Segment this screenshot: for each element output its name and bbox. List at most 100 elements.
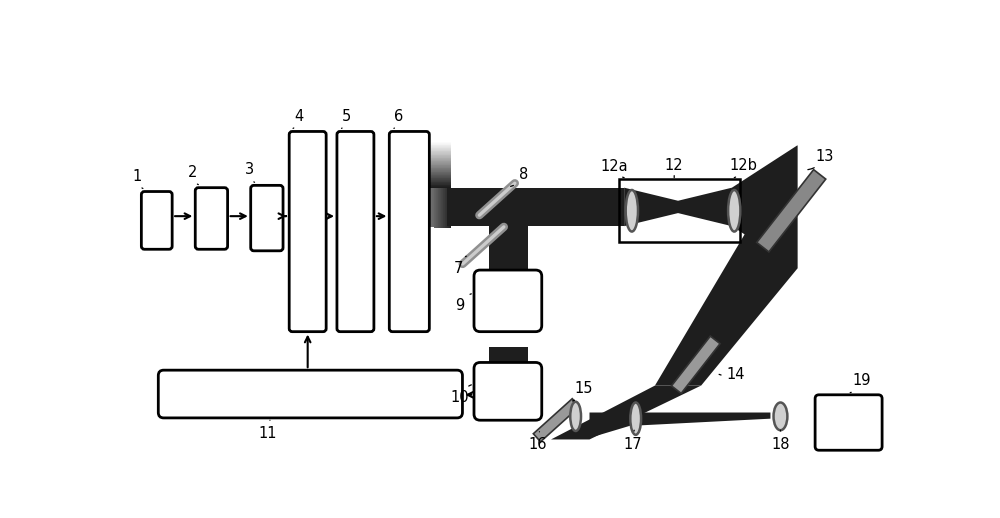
Text: 2: 2 xyxy=(187,165,198,184)
Bar xyxy=(405,151,451,152)
Bar xyxy=(420,187,421,227)
Polygon shape xyxy=(671,336,720,394)
Bar xyxy=(415,187,416,227)
Bar xyxy=(450,186,451,228)
Bar xyxy=(418,187,419,227)
Bar xyxy=(405,144,451,145)
Bar xyxy=(425,186,426,227)
Bar xyxy=(405,170,451,171)
Bar xyxy=(416,187,417,227)
Bar xyxy=(450,186,451,228)
Bar xyxy=(399,188,400,226)
Bar xyxy=(401,188,402,226)
Bar xyxy=(405,150,451,151)
Bar xyxy=(398,188,399,226)
Bar xyxy=(405,159,451,160)
Text: 12: 12 xyxy=(665,158,684,178)
Bar xyxy=(434,186,435,227)
Bar xyxy=(416,187,417,227)
Bar xyxy=(405,155,451,156)
Bar xyxy=(405,169,451,170)
Polygon shape xyxy=(636,412,770,426)
Text: 10: 10 xyxy=(451,385,471,406)
Bar xyxy=(405,185,451,186)
Polygon shape xyxy=(624,188,732,226)
Bar xyxy=(405,159,451,160)
Text: 16: 16 xyxy=(529,432,547,452)
Bar xyxy=(405,149,451,150)
Text: 18: 18 xyxy=(771,430,790,452)
Bar xyxy=(445,186,446,228)
Polygon shape xyxy=(505,188,624,226)
Bar xyxy=(404,188,405,226)
Text: 5: 5 xyxy=(342,109,351,128)
Polygon shape xyxy=(732,146,797,268)
Bar xyxy=(405,173,451,174)
Bar xyxy=(405,157,451,158)
Bar xyxy=(405,175,451,176)
Bar xyxy=(405,179,451,180)
Bar xyxy=(408,187,409,226)
Bar xyxy=(405,188,406,226)
Bar xyxy=(405,171,451,172)
Bar xyxy=(429,186,430,227)
Bar xyxy=(396,188,397,226)
Bar xyxy=(438,186,440,228)
Text: 6: 6 xyxy=(394,109,403,128)
Bar xyxy=(437,186,438,227)
Bar xyxy=(405,166,451,167)
FancyBboxPatch shape xyxy=(337,132,374,332)
Bar xyxy=(405,151,451,152)
Bar xyxy=(405,162,451,163)
Bar xyxy=(429,186,430,227)
Bar xyxy=(409,187,410,227)
Bar xyxy=(405,177,451,178)
Bar xyxy=(405,182,451,183)
Text: 7: 7 xyxy=(454,256,466,276)
Bar xyxy=(433,186,434,227)
Bar xyxy=(405,168,451,169)
Polygon shape xyxy=(447,188,505,226)
Bar xyxy=(407,188,408,226)
Bar xyxy=(405,176,451,177)
Bar xyxy=(405,172,451,173)
Bar xyxy=(428,186,429,227)
Polygon shape xyxy=(757,169,826,252)
Bar xyxy=(405,141,451,142)
Bar xyxy=(427,186,428,227)
Bar xyxy=(405,174,451,175)
Ellipse shape xyxy=(728,190,740,232)
Text: 19: 19 xyxy=(850,373,871,393)
Bar xyxy=(412,187,413,227)
Bar xyxy=(426,186,427,227)
Bar xyxy=(434,186,435,227)
Text: 11: 11 xyxy=(258,420,277,441)
Bar xyxy=(397,188,398,226)
Bar xyxy=(398,188,399,226)
Bar xyxy=(411,187,412,227)
FancyBboxPatch shape xyxy=(141,192,172,249)
Text: 4: 4 xyxy=(293,109,303,128)
Bar xyxy=(418,187,419,227)
Polygon shape xyxy=(655,146,797,385)
Bar xyxy=(405,160,451,161)
Bar xyxy=(405,187,451,188)
Bar xyxy=(443,186,444,228)
FancyBboxPatch shape xyxy=(158,370,462,418)
Bar xyxy=(427,186,428,227)
Bar xyxy=(414,187,415,227)
Bar xyxy=(449,186,450,228)
Bar xyxy=(447,186,448,228)
Bar xyxy=(407,188,408,226)
Bar xyxy=(405,164,451,165)
Bar xyxy=(439,186,440,228)
Bar xyxy=(406,188,407,226)
Bar xyxy=(444,186,445,228)
Bar xyxy=(436,186,437,227)
Bar xyxy=(402,188,403,226)
FancyBboxPatch shape xyxy=(289,132,326,332)
Bar xyxy=(413,187,414,227)
Bar xyxy=(405,146,451,147)
Bar xyxy=(445,186,446,228)
Bar xyxy=(421,187,422,227)
